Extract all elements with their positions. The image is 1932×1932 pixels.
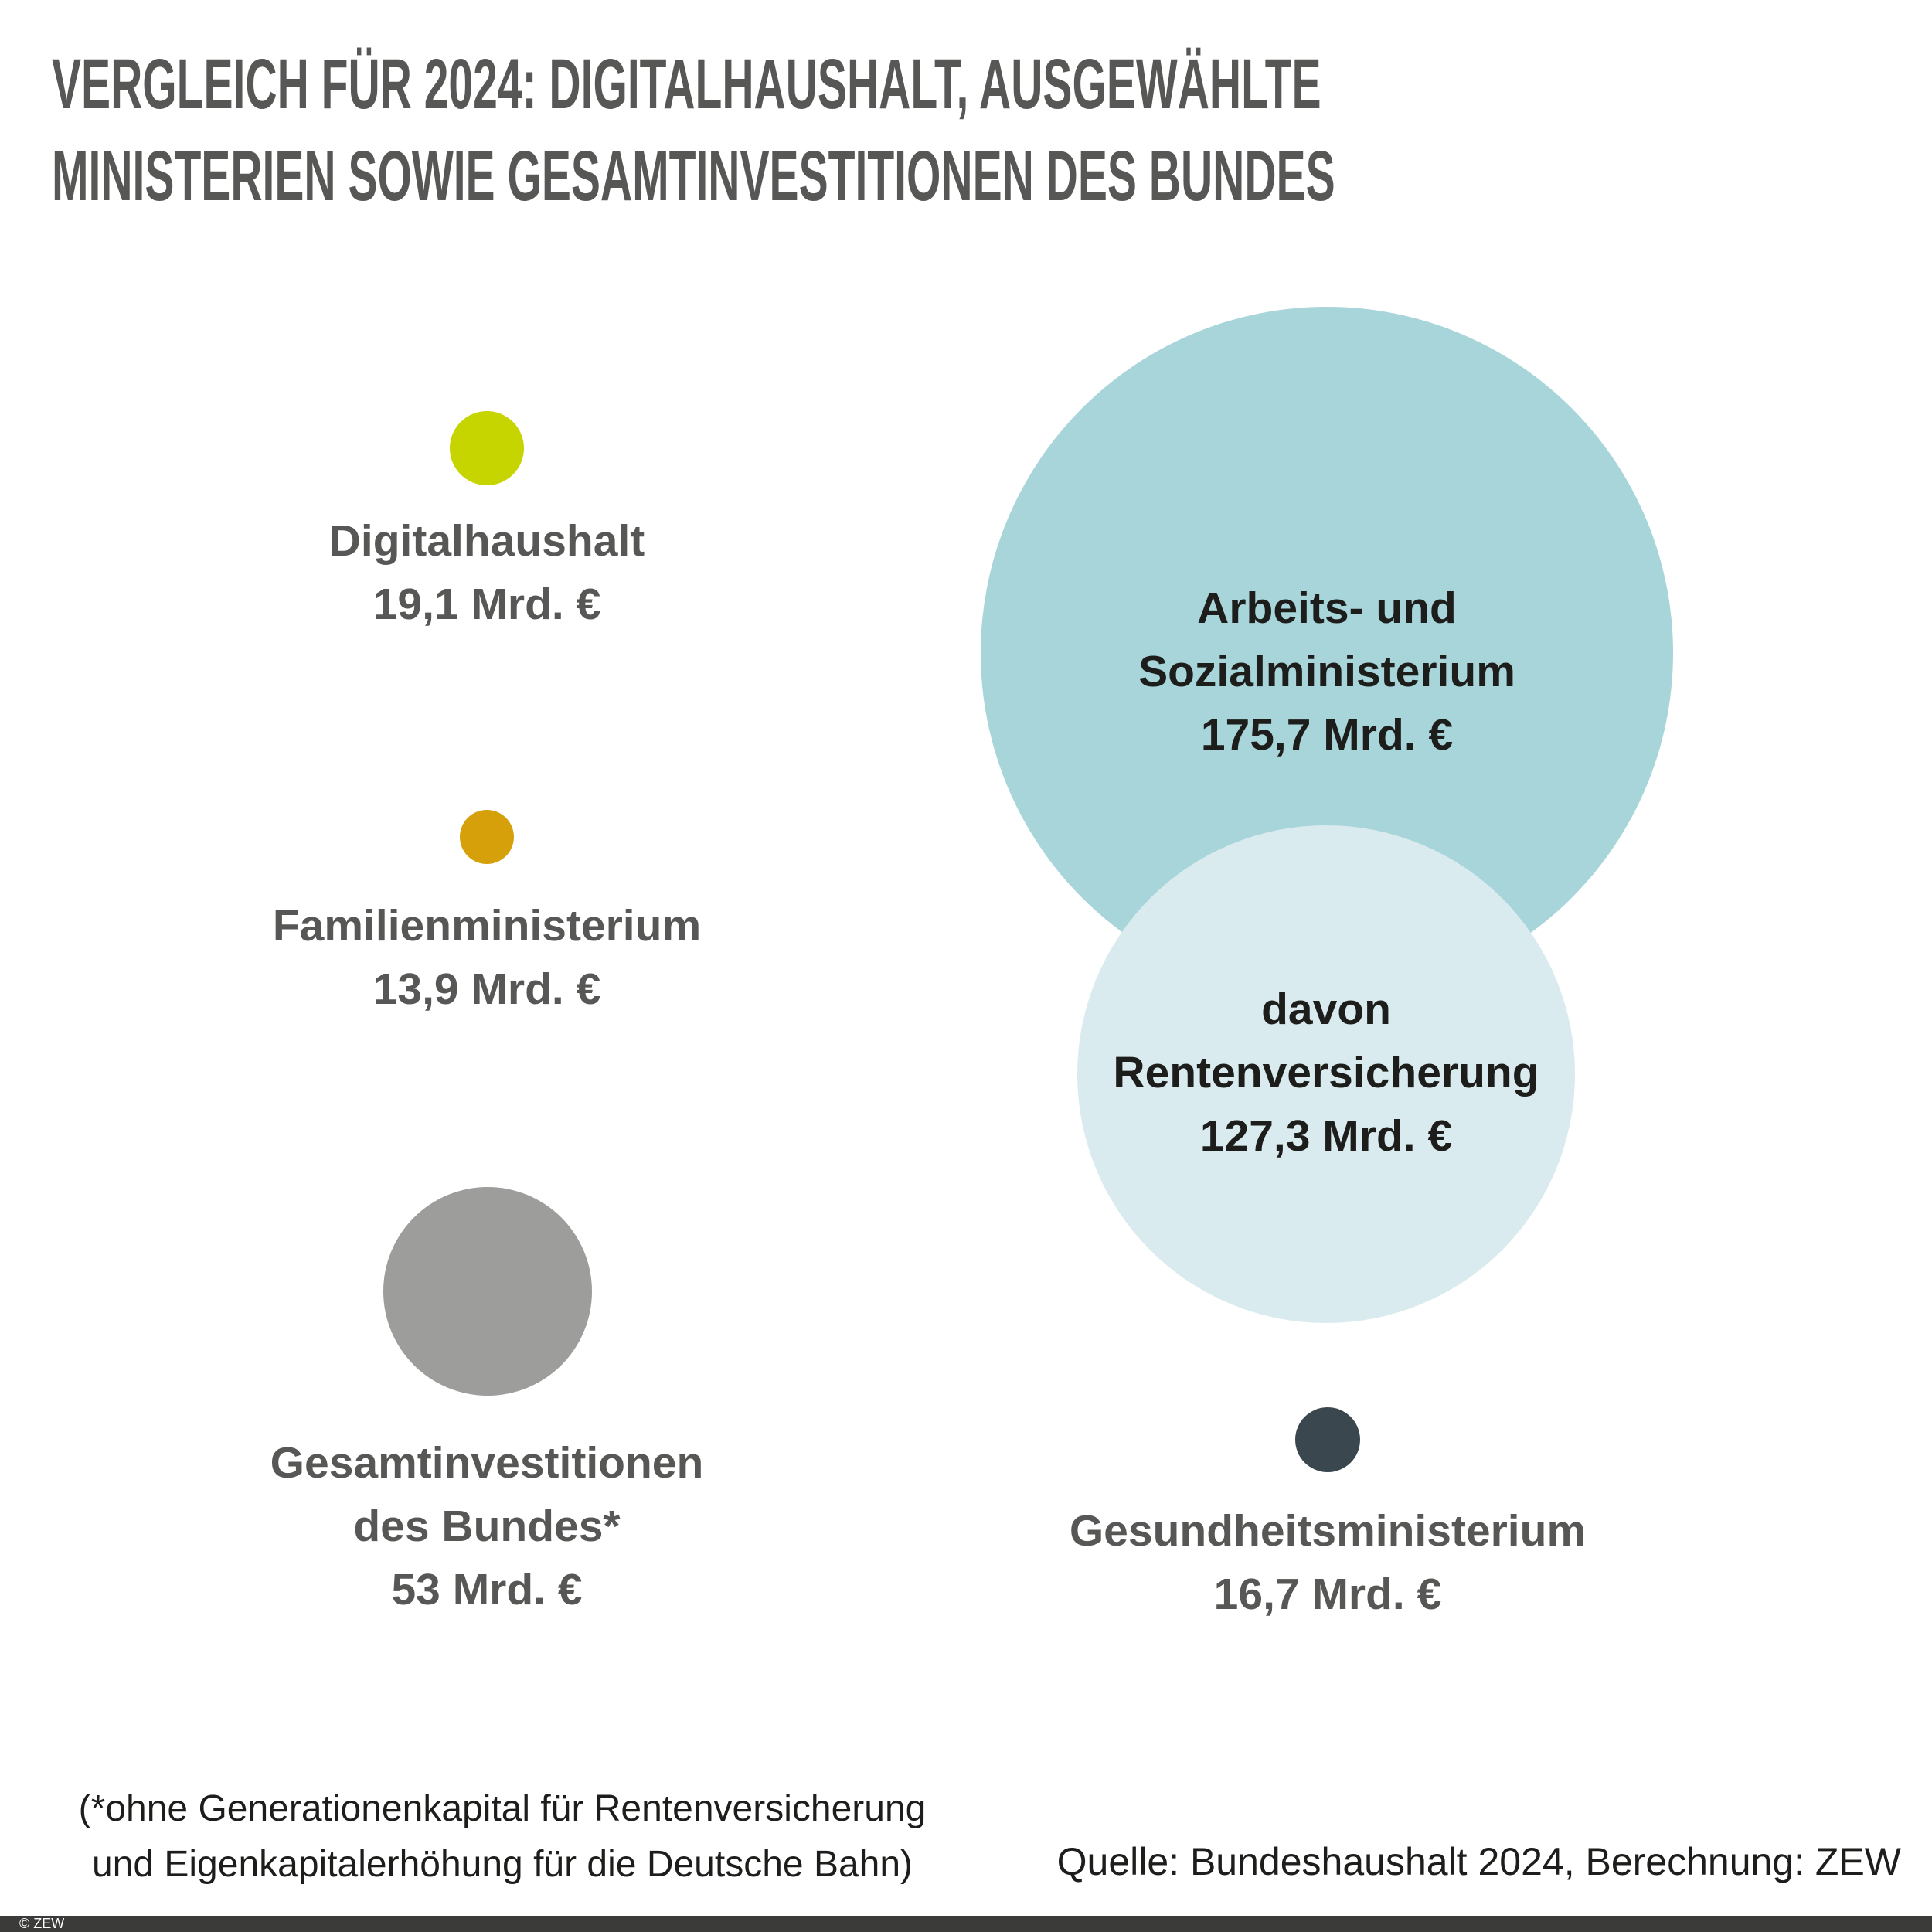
label-familienministerium-name: Familienministerium bbox=[272, 901, 702, 951]
footnote-line2: und Eigenkapitalerhöhung für die Deutsch… bbox=[91, 1844, 913, 1885]
label-gesamtinvestitionen-value: 53 Mrd. € bbox=[391, 1565, 583, 1614]
page-title-line1: VERGLEICH FÜR 2024: DIGITALHAUSHALT, AUS… bbox=[52, 45, 1321, 124]
bubble-rentenversicherung bbox=[1077, 825, 1575, 1323]
page-title-line2: MINISTERIEN SOWIE GESAMTINVESTITIONEN DE… bbox=[52, 137, 1335, 216]
label-arbeits-sozialministerium: Arbeits- und Sozialministerium 175,7 Mrd… bbox=[979, 577, 1675, 767]
footer-bar: © ZEW bbox=[0, 1916, 1932, 1932]
label-gesamtinvestitionen-name2: des Bundes* bbox=[353, 1502, 621, 1551]
page-title: VERGLEICH FÜR 2024: DIGITALHAUSHALT, AUS… bbox=[52, 39, 1932, 223]
label-familienministerium-value: 13,9 Mrd. € bbox=[372, 964, 601, 1014]
label-renten-value: 127,3 Mrd. € bbox=[1199, 1111, 1453, 1161]
source-note: Quelle: Bundeshaushalt 2024, Berechnung:… bbox=[1056, 1840, 1901, 1883]
label-digitalhaushalt-name: Digitalhaushalt bbox=[328, 516, 645, 566]
bubble-digitalhaushalt bbox=[450, 411, 524, 485]
label-gesamtinvestitionen-name: Gesamtinvestitionen bbox=[270, 1438, 704, 1488]
label-arbeits-name2: Sozialministerium bbox=[1138, 647, 1515, 696]
bubble-gesamtinvestitionen bbox=[383, 1187, 592, 1396]
label-arbeits-name: Arbeits- und bbox=[1197, 583, 1457, 633]
bubble-familienministerium bbox=[460, 810, 514, 864]
label-renten-name: Rentenversicherung bbox=[1113, 1048, 1539, 1097]
label-renten-prefix: davon bbox=[1261, 985, 1391, 1034]
label-arbeits-value: 175,7 Mrd. € bbox=[1200, 710, 1454, 760]
label-familienministerium: Familienministerium 13,9 Mrd. € bbox=[139, 894, 835, 1021]
bubble-gesundheitsministerium bbox=[1295, 1407, 1360, 1472]
copyright-label: © ZEW bbox=[19, 1916, 65, 1931]
label-digitalhaushalt: Digitalhaushalt 19,1 Mrd. € bbox=[139, 509, 835, 636]
label-digitalhaushalt-value: 19,1 Mrd. € bbox=[372, 580, 601, 629]
label-rentenversicherung: davon Rentenversicherung 127,3 Mrd. € bbox=[978, 978, 1674, 1168]
footnote: (*ohne Generationenkapital für Rentenver… bbox=[0, 1781, 1005, 1893]
label-gesundheitsministerium: Gesundheitsministerium 16,7 Mrd. € bbox=[980, 1499, 1675, 1626]
label-gesundheit-name: Gesundheitsministerium bbox=[1069, 1506, 1587, 1556]
footnote-line1: (*ohne Generationenkapital für Rentenver… bbox=[78, 1788, 927, 1829]
label-gesundheit-value: 16,7 Mrd. € bbox=[1213, 1570, 1442, 1619]
label-gesamtinvestitionen: Gesamtinvestitionen des Bundes* 53 Mrd. … bbox=[139, 1431, 835, 1621]
